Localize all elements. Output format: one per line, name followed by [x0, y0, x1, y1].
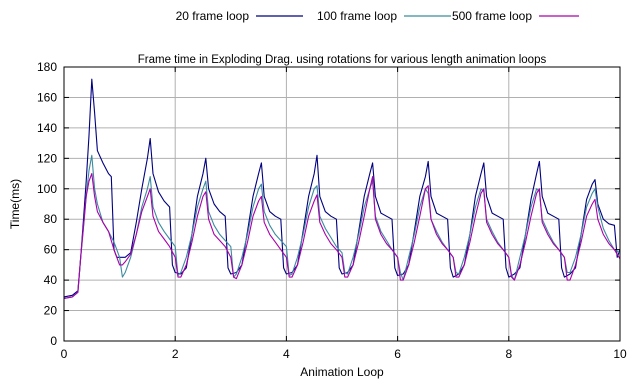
legend-label: 100 frame loop [317, 9, 397, 23]
y-tick-label: 120 [37, 151, 57, 165]
x-tick-label: 4 [283, 347, 290, 361]
chart-title: Frame time in Exploding Drag. using rota… [138, 54, 547, 66]
y-tick-label: 160 [37, 90, 57, 104]
series-line-2 [63, 154, 621, 299]
y-tick-label: 180 [37, 60, 57, 74]
y-axis-label: Time(ms) [8, 179, 22, 229]
x-tick-label: 2 [172, 347, 179, 361]
y-tick-label: 0 [50, 334, 57, 348]
axis-ticks: 0 20 40 60 80 100 120 140 160 180 0 2 4 6 8 10 [37, 60, 627, 361]
x-tick-label: 8 [505, 347, 512, 361]
y-tick-label: 80 [44, 212, 58, 226]
x-tick-label: 10 [613, 347, 627, 361]
legend-label: 500 frame loop [452, 9, 532, 23]
plot-frame [63, 66, 621, 342]
y-tick-label: 100 [37, 182, 57, 196]
series-line-1 [63, 78, 621, 298]
series-layer [63, 78, 621, 299]
y-tick-label: 20 [44, 304, 58, 318]
legend-label: 20 frame loop [176, 9, 250, 23]
x-tick-label: 6 [394, 347, 401, 361]
grid-lines [64, 67, 620, 341]
y-tick-label: 140 [37, 121, 57, 135]
x-tick-label: 0 [61, 347, 68, 361]
y-tick-label: 40 [44, 273, 58, 287]
legend: 20 frame loop 100 frame loop 500 frame loo… [176, 9, 579, 23]
series-line-3 [63, 173, 621, 299]
x-axis-label: Animation Loop [300, 365, 384, 379]
y-tick-label: 60 [44, 243, 58, 257]
